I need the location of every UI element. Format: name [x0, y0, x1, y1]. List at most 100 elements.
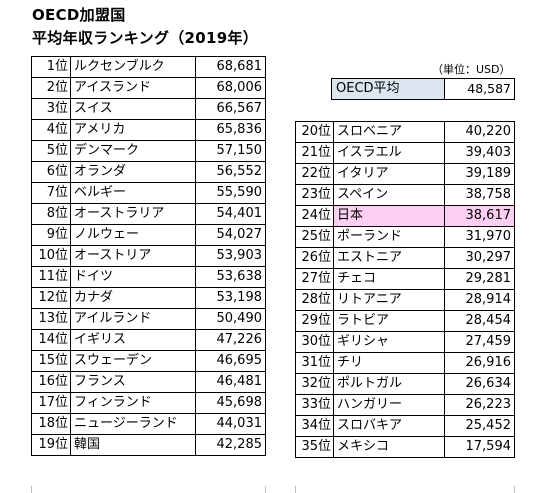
table-row: 6位 オランダ 56,552 [31, 161, 266, 183]
table-row: 28位 リトアニア 28,914 [295, 289, 515, 311]
rank-cell: 3位 [31, 98, 71, 120]
table-row: 3位 スイス 66,567 [31, 98, 266, 120]
rank-cell: 6位 [31, 161, 71, 183]
rank-cell: 10位 [31, 245, 71, 267]
oecd-average-row: OECD平均 48,587 [331, 78, 515, 100]
value-cell: 53,903 [195, 245, 266, 267]
country-cell: ニュージーランド [70, 413, 196, 435]
country-cell: メキシコ [333, 436, 445, 458]
rank-cell: 35位 [295, 436, 334, 458]
table-row: 21位 イスラエル 39,403 [295, 142, 515, 164]
table-row: 10位 オーストリア 53,903 [31, 245, 266, 267]
rank-cell: 1位 [31, 56, 71, 78]
value-cell: 30,297 [444, 247, 515, 269]
table-row: 5位 デンマーク 57,150 [31, 140, 266, 162]
table-row: 14位 イギリス 47,226 [31, 329, 266, 351]
table-row: 22位 イタリア 39,189 [295, 163, 515, 185]
value-cell: 25,452 [444, 415, 515, 437]
rank-cell: 21位 [295, 142, 334, 164]
value-cell: 40,220 [444, 121, 515, 143]
rank-cell: 14位 [31, 329, 71, 351]
value-cell: 46,695 [195, 350, 266, 372]
rank-cell: 4位 [31, 119, 71, 141]
oecd-average-value: 48,587 [444, 78, 515, 100]
value-cell: 65,836 [195, 119, 266, 141]
value-cell: 56,552 [195, 161, 266, 183]
country-cell: リトアニア [333, 289, 445, 311]
value-cell: 54,401 [195, 203, 266, 225]
title-line-2: 平均年収ランキング（2019年） [32, 29, 259, 47]
table-row: 12位 カナダ 53,198 [31, 287, 266, 309]
country-cell: イギリス [70, 329, 196, 351]
rank-cell: 22位 [295, 163, 334, 185]
country-cell: チェコ [333, 268, 445, 290]
table-row: 18位 ニュージーランド 44,031 [31, 413, 266, 435]
value-cell: 68,006 [195, 77, 266, 99]
table-row: 31位 チリ 26,916 [295, 352, 515, 374]
table-row: 20位 スロベニア 40,220 [295, 121, 515, 143]
value-cell: 42,285 [195, 434, 266, 456]
table-row: 15位 スウェーデン 46,695 [31, 350, 266, 372]
table-row: 33位 ハンガリー 26,223 [295, 394, 515, 416]
value-cell: 38,617 [444, 205, 515, 227]
rank-cell: 5位 [31, 140, 71, 162]
value-cell: 28,914 [444, 289, 515, 311]
table-row: 11位 ドイツ 53,638 [31, 266, 266, 288]
country-cell: フランス [70, 371, 196, 393]
rank-cell: 12位 [31, 287, 71, 309]
rank-cell: 31位 [295, 352, 334, 374]
country-cell: ポーランド [333, 226, 445, 248]
rank-cell: 20位 [295, 121, 334, 143]
country-cell: ドイツ [70, 266, 196, 288]
country-cell: ラトビア [333, 310, 445, 332]
table-row: 29位 ラトビア 28,454 [295, 310, 515, 332]
rank-cell: 24位 [295, 205, 334, 227]
value-cell: 53,198 [195, 287, 266, 309]
country-cell: スイス [70, 98, 196, 120]
country-cell: アメリカ [70, 119, 196, 141]
value-cell: 45,698 [195, 392, 266, 414]
rank-cell: 30位 [295, 331, 334, 353]
rank-cell: 2位 [31, 77, 71, 99]
rank-cell: 33位 [295, 394, 334, 416]
rank-cell: 13位 [31, 308, 71, 330]
table-row: 30位 ギリシャ 27,459 [295, 331, 515, 353]
value-cell: 68,681 [195, 56, 266, 78]
value-cell: 26,634 [444, 373, 515, 395]
oecd-average-label: OECD平均 [331, 78, 445, 100]
country-cell: ギリシャ [333, 331, 445, 353]
rank-cell: 11位 [31, 266, 71, 288]
country-cell: スロバキア [333, 415, 445, 437]
country-cell: ベルギー [70, 182, 196, 204]
value-cell: 27,459 [444, 331, 515, 353]
rank-cell: 9位 [31, 224, 71, 246]
rank-cell: 25位 [295, 226, 334, 248]
country-cell: オーストリア [70, 245, 196, 267]
ranking-table-right: 20位 スロベニア 40,220 21位 イスラエル 39,403 22位 イタリア 39,18… [295, 121, 515, 458]
country-cell: スロベニア [333, 121, 445, 143]
table-row: 1位 ルクセンブルク 68,681 [31, 56, 266, 78]
value-cell: 17,594 [444, 436, 515, 458]
value-cell: 57,150 [195, 140, 266, 162]
country-cell: イスラエル [333, 142, 445, 164]
table-row: 7位 ベルギー 55,590 [31, 182, 266, 204]
table-row: 19位 韓国 42,285 [31, 434, 266, 456]
table-row: 27位 チェコ 29,281 [295, 268, 515, 290]
rank-cell: 16位 [31, 371, 71, 393]
country-cell: オーストラリア [70, 203, 196, 225]
country-cell: エストニア [333, 247, 445, 269]
country-cell: アイルランド [70, 308, 196, 330]
table-row: 25位 ポーランド 31,970 [295, 226, 515, 248]
rank-cell: 8位 [31, 203, 71, 225]
country-cell: デンマーク [70, 140, 196, 162]
country-cell: カナダ [70, 287, 196, 309]
table-row: 16位 フランス 46,481 [31, 371, 266, 393]
rank-cell: 28位 [295, 289, 334, 311]
table-row: 2位 アイスランド 68,006 [31, 77, 266, 99]
ranking-table-left: 1位 ルクセンブルク 68,681 2位 アイスランド 68,006 3位 スイス 66,567… [31, 56, 266, 456]
value-cell: 54,027 [195, 224, 266, 246]
rank-cell: 34位 [295, 415, 334, 437]
rank-cell: 19位 [31, 434, 71, 456]
rank-cell: 32位 [295, 373, 334, 395]
value-cell: 26,916 [444, 352, 515, 374]
